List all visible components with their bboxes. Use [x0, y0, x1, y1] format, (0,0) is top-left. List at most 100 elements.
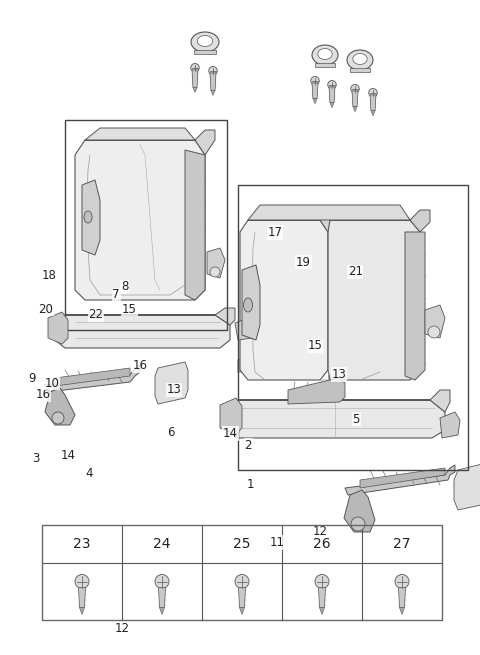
Text: 16: 16	[132, 359, 148, 372]
Polygon shape	[405, 232, 425, 380]
Polygon shape	[238, 348, 285, 372]
Ellipse shape	[84, 211, 92, 223]
Text: 17: 17	[267, 226, 283, 239]
Text: 15: 15	[308, 339, 322, 352]
Polygon shape	[211, 90, 215, 96]
Polygon shape	[313, 99, 317, 103]
Text: 12: 12	[115, 622, 130, 635]
Text: 7: 7	[112, 288, 120, 301]
Text: 5: 5	[352, 413, 360, 426]
Ellipse shape	[197, 35, 213, 47]
Polygon shape	[238, 390, 450, 412]
Polygon shape	[45, 365, 140, 392]
Polygon shape	[320, 607, 324, 614]
Ellipse shape	[353, 54, 367, 64]
Polygon shape	[159, 607, 165, 614]
Circle shape	[428, 326, 440, 338]
Polygon shape	[399, 607, 405, 614]
Text: 22: 22	[88, 308, 104, 321]
Polygon shape	[345, 465, 455, 495]
Circle shape	[351, 517, 365, 531]
Text: 9: 9	[28, 372, 36, 385]
Polygon shape	[45, 388, 75, 425]
Text: 4: 4	[85, 467, 93, 480]
Polygon shape	[55, 368, 130, 386]
Polygon shape	[360, 468, 445, 488]
Circle shape	[155, 574, 169, 588]
Ellipse shape	[243, 298, 252, 312]
Polygon shape	[328, 220, 420, 380]
Polygon shape	[352, 91, 358, 107]
Text: 18: 18	[42, 269, 56, 282]
Polygon shape	[85, 128, 195, 140]
Polygon shape	[240, 220, 328, 380]
Text: 2: 2	[244, 439, 252, 452]
Polygon shape	[440, 412, 460, 438]
Text: 20: 20	[38, 303, 53, 316]
Circle shape	[52, 412, 64, 424]
Polygon shape	[330, 210, 430, 232]
Text: 1: 1	[247, 478, 254, 491]
Bar	[65, 120, 227, 330]
Ellipse shape	[312, 45, 338, 65]
Text: 24: 24	[153, 537, 171, 551]
Circle shape	[235, 574, 249, 588]
Polygon shape	[65, 308, 235, 325]
Polygon shape	[55, 315, 230, 348]
Polygon shape	[210, 73, 216, 90]
Polygon shape	[75, 140, 205, 300]
Text: 13: 13	[332, 368, 346, 381]
Text: 8: 8	[121, 280, 129, 293]
Polygon shape	[235, 318, 255, 340]
Polygon shape	[193, 87, 197, 92]
Polygon shape	[79, 588, 85, 607]
Polygon shape	[248, 210, 338, 232]
Text: 6: 6	[167, 426, 174, 439]
Polygon shape	[371, 111, 375, 116]
Ellipse shape	[318, 48, 332, 60]
Polygon shape	[240, 607, 244, 614]
Polygon shape	[344, 490, 375, 532]
Polygon shape	[370, 95, 376, 111]
Polygon shape	[454, 462, 480, 510]
Text: 19: 19	[296, 255, 311, 269]
Circle shape	[209, 67, 217, 75]
Polygon shape	[353, 107, 357, 112]
Polygon shape	[319, 588, 325, 607]
Polygon shape	[226, 400, 445, 438]
Circle shape	[75, 574, 89, 588]
Circle shape	[311, 77, 319, 85]
Circle shape	[191, 64, 199, 72]
Text: 15: 15	[122, 303, 137, 316]
Text: 12: 12	[313, 525, 328, 538]
Polygon shape	[185, 150, 205, 300]
Text: 14: 14	[223, 427, 238, 440]
Polygon shape	[207, 248, 225, 278]
Polygon shape	[329, 87, 335, 103]
Polygon shape	[220, 398, 242, 434]
Circle shape	[210, 267, 220, 277]
Polygon shape	[82, 180, 100, 255]
Polygon shape	[80, 607, 84, 614]
Circle shape	[395, 574, 409, 588]
Text: 16: 16	[36, 388, 51, 401]
Text: 26: 26	[313, 537, 331, 551]
Polygon shape	[48, 312, 68, 344]
Polygon shape	[85, 130, 215, 155]
Polygon shape	[398, 588, 406, 607]
Bar	[42, 525, 442, 620]
Polygon shape	[239, 588, 245, 607]
Text: 11: 11	[270, 536, 285, 549]
Bar	[238, 185, 468, 470]
Circle shape	[328, 81, 336, 89]
Polygon shape	[425, 305, 445, 338]
Text: 10: 10	[45, 377, 60, 390]
Circle shape	[369, 88, 377, 97]
Text: 14: 14	[60, 449, 76, 462]
Polygon shape	[155, 362, 188, 404]
Text: 13: 13	[167, 383, 181, 396]
Text: 27: 27	[393, 537, 411, 551]
Text: 3: 3	[32, 452, 40, 465]
Bar	[350, 67, 370, 72]
Polygon shape	[288, 378, 345, 404]
